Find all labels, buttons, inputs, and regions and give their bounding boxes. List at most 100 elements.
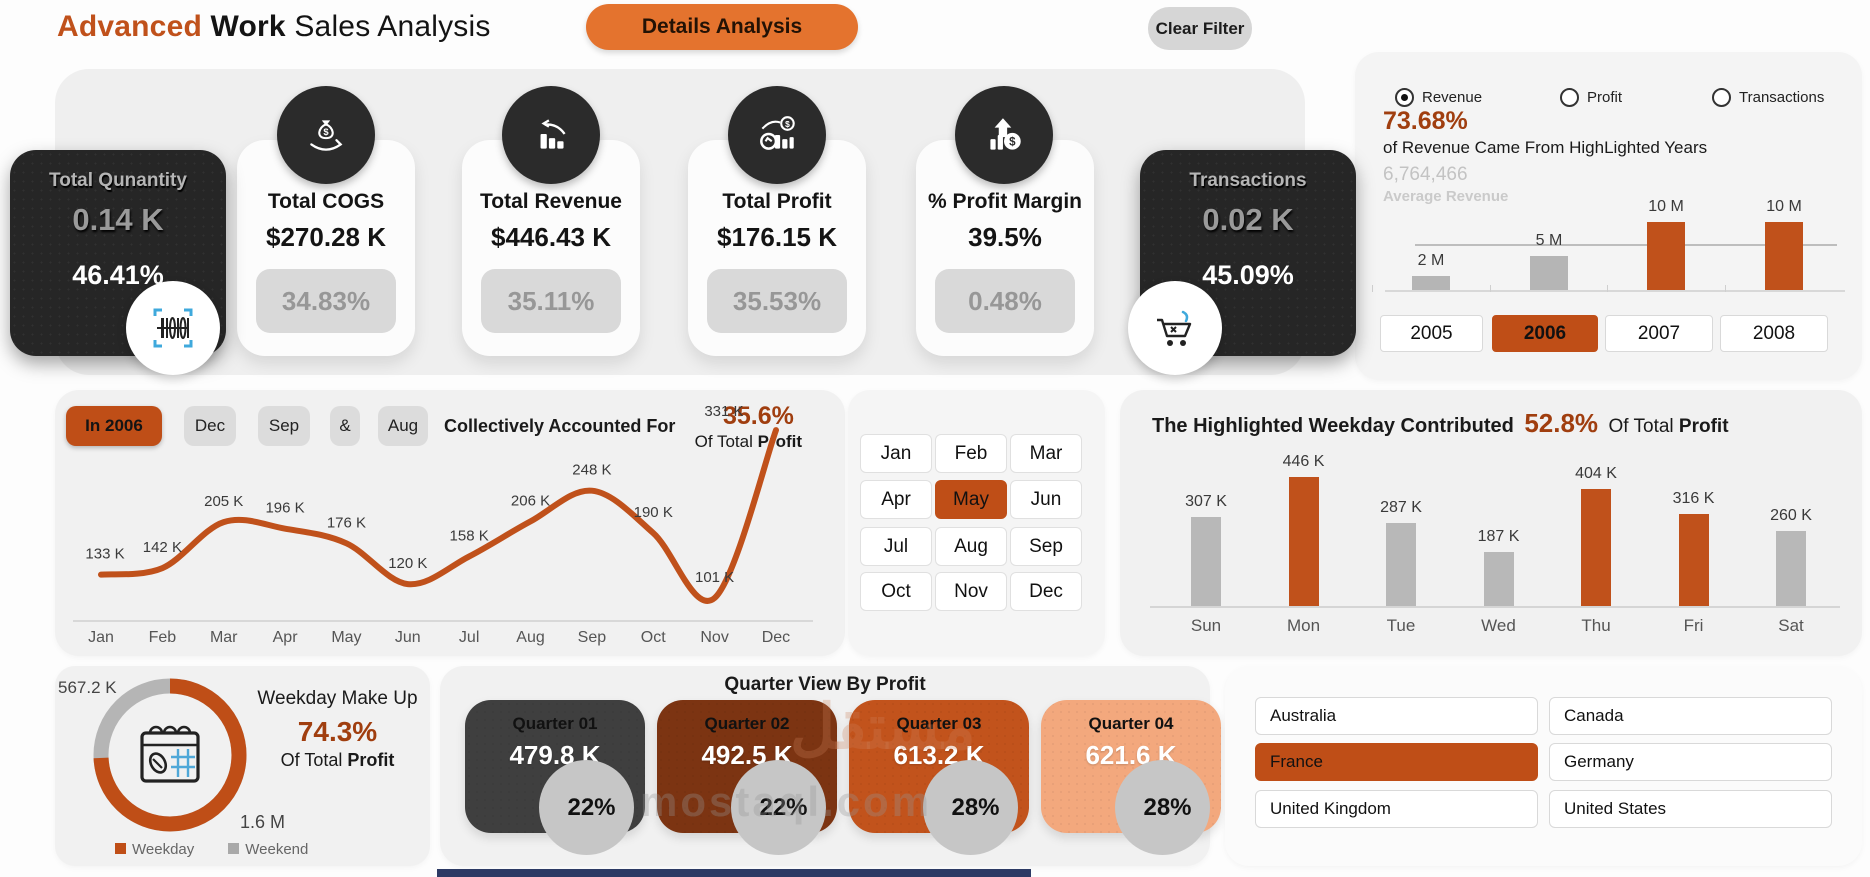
quarter-value: 492.5 K — [701, 740, 793, 770]
axis-tick — [1372, 285, 1373, 292]
quarter-label: Quarter 03 — [896, 714, 982, 733]
month-button-feb[interactable]: Feb — [935, 434, 1007, 473]
x-tick-label: Tue — [1386, 616, 1416, 635]
kpi-title: Total Revenue — [480, 190, 622, 213]
weekday-panel: The Highlighted Weekday Contributed 52.8… — [1120, 390, 1862, 656]
month-button-apr[interactable]: Apr — [860, 480, 932, 519]
kpi-percent: 35.11% — [481, 269, 621, 333]
x-tick-label: Jun — [395, 629, 421, 646]
monthly-trend-panel: In 2006 Dec Sep & Aug Collectively Accou… — [55, 390, 845, 656]
weekday-bar-wed — [1483, 551, 1514, 606]
radio-label: Revenue — [1422, 89, 1483, 106]
quarter-percent-q2: 22% — [731, 760, 826, 855]
chip-in-2006[interactable]: In 2006 — [66, 406, 162, 446]
quarter-title-bold: Profit — [876, 674, 926, 695]
month-button-sep[interactable]: Sep — [1010, 527, 1082, 566]
point-value-label: 101 K — [695, 569, 734, 586]
month-button-dec[interactable]: Dec — [1010, 572, 1082, 611]
axis-tick — [1490, 285, 1491, 292]
weekend-value-label: 567.2 K — [58, 678, 117, 697]
margin-arrow-icon: $ — [990, 118, 1021, 150]
year-button-2005[interactable]: 2005 — [1380, 315, 1483, 352]
year-button-2007[interactable]: 2007 — [1605, 315, 1713, 352]
year-bar-chart: 2 M 5 M 10 M 10 M — [1372, 198, 1845, 292]
chip-amp[interactable]: & — [330, 406, 360, 446]
x-tick-label: Dec — [762, 629, 790, 646]
kpi-percent: 35.53% — [707, 269, 847, 333]
x-tick-label: Mon — [1286, 616, 1321, 635]
month-button-oct[interactable]: Oct — [860, 572, 932, 611]
margin-icon-badge: $ — [955, 86, 1053, 184]
metric-radio-transactions[interactable]: Transactions — [1712, 88, 1824, 107]
kpi-percent: 0.48% — [935, 269, 1075, 333]
country-button-canada[interactable]: Canada — [1549, 697, 1832, 735]
trend-line — [98, 427, 779, 604]
radio-selected-icon — [1395, 88, 1414, 107]
month-button-mar[interactable]: Mar — [1010, 434, 1082, 473]
country-button-united-states[interactable]: United States — [1549, 790, 1832, 828]
year-button-2008[interactable]: 2008 — [1720, 315, 1828, 352]
weekday-percent: 52.8% — [1524, 408, 1599, 438]
point-value-label: 248 K — [572, 462, 611, 479]
month-button-jun[interactable]: Jun — [1010, 480, 1082, 519]
chip-sep[interactable]: Sep — [258, 406, 310, 446]
x-axis-line — [1385, 290, 1845, 292]
quarter-percent-q3: 28% — [923, 760, 1018, 855]
weekday-value-label: 1.6 M — [240, 812, 286, 832]
donut-legend: Weekday Weekend — [115, 841, 308, 858]
x-tick-label: Wed — [1481, 616, 1516, 635]
chip-aug[interactable]: Aug — [378, 406, 428, 446]
quarter-title-prefix: Quarter View By — [724, 674, 877, 695]
country-button-germany[interactable]: Germany — [1549, 743, 1832, 781]
metric-radio-revenue[interactable]: Revenue — [1395, 88, 1482, 107]
svg-text:$: $ — [1009, 136, 1016, 148]
trend-of-total: Of Total Profit — [695, 432, 802, 452]
month-button-may[interactable]: May — [935, 480, 1007, 519]
legend-item-weekday: Weekday — [115, 841, 194, 858]
clear-filter-button[interactable]: Clear Filter — [1148, 7, 1252, 50]
month-button-aug[interactable]: Aug — [935, 527, 1007, 566]
details-analysis-button[interactable]: Details Analysis — [586, 4, 858, 50]
average-value: 6,764,466 — [1383, 164, 1468, 185]
weekday-of-total: Of Total Profit — [1609, 416, 1729, 437]
kpi-card-total-quantity: Total Qunantity 0.14 K 46.41% — [10, 150, 226, 356]
x-tick-label: Aug — [516, 629, 544, 646]
country-button-australia[interactable]: Australia — [1255, 697, 1538, 735]
weekday-bar-chart: 307 K Sun 446 K Mon 287 K Tue 187 K Wed 404 K Thu… — [1150, 430, 1840, 644]
country-slicer-panel: Australia Canada France Germany United K… — [1225, 666, 1862, 866]
metric-radio-profit[interactable]: Profit — [1560, 88, 1622, 107]
weekday-bar-tue — [1386, 522, 1416, 606]
weekday-bar-value-label: 187 K — [1477, 527, 1520, 545]
x-tick-label: Nov — [700, 629, 728, 646]
point-value-label: 331 K — [704, 403, 743, 420]
point-value-label: 158 K — [450, 527, 489, 544]
weekday-bar-value-label: 446 K — [1282, 452, 1325, 470]
kpi-value: 39.5% — [968, 222, 1042, 252]
money-hand-icon: $ — [310, 120, 343, 151]
month-button-jan[interactable]: Jan — [860, 434, 932, 473]
quarter-label: Quarter 04 — [1088, 714, 1174, 733]
trend-percent: 35.6% — [723, 402, 794, 430]
quarter-value: 613.2 K — [893, 740, 985, 770]
month-button-jul[interactable]: Jul — [860, 527, 932, 566]
country-button-united-kingdom[interactable]: United Kingdom — [1255, 790, 1538, 828]
bottom-window-edge — [437, 869, 1031, 877]
weekday-bar-value-label: 287 K — [1380, 498, 1422, 516]
x-tick-label: Feb — [149, 629, 177, 646]
chart-trend-icon — [540, 119, 566, 149]
radio-unselected-icon — [1712, 88, 1731, 107]
month-button-nov[interactable]: Nov — [935, 572, 1007, 611]
weekday-title-text: The Highlighted Weekday Contributed — [1152, 415, 1514, 437]
highlight-percent: 73.68% — [1383, 107, 1468, 135]
x-tick-label: Jan — [88, 629, 114, 646]
kpi-value: 0.14 K — [72, 202, 164, 237]
year-bar-value-label: 2 M — [1417, 252, 1445, 270]
year-button-2006[interactable]: 2006 — [1492, 315, 1598, 352]
country-button-france[interactable]: France — [1255, 743, 1538, 781]
chip-dec[interactable]: Dec — [184, 406, 236, 446]
quarter-panel: Quarter View By Profit Quarter 01 479.8 … — [440, 666, 1221, 866]
legend-item-weekend: Weekend — [228, 841, 308, 858]
page-title-rest: Sales Analysis — [294, 10, 491, 43]
barcode-icon — [153, 308, 193, 348]
quarter-value: 621.6 K — [1085, 740, 1177, 770]
